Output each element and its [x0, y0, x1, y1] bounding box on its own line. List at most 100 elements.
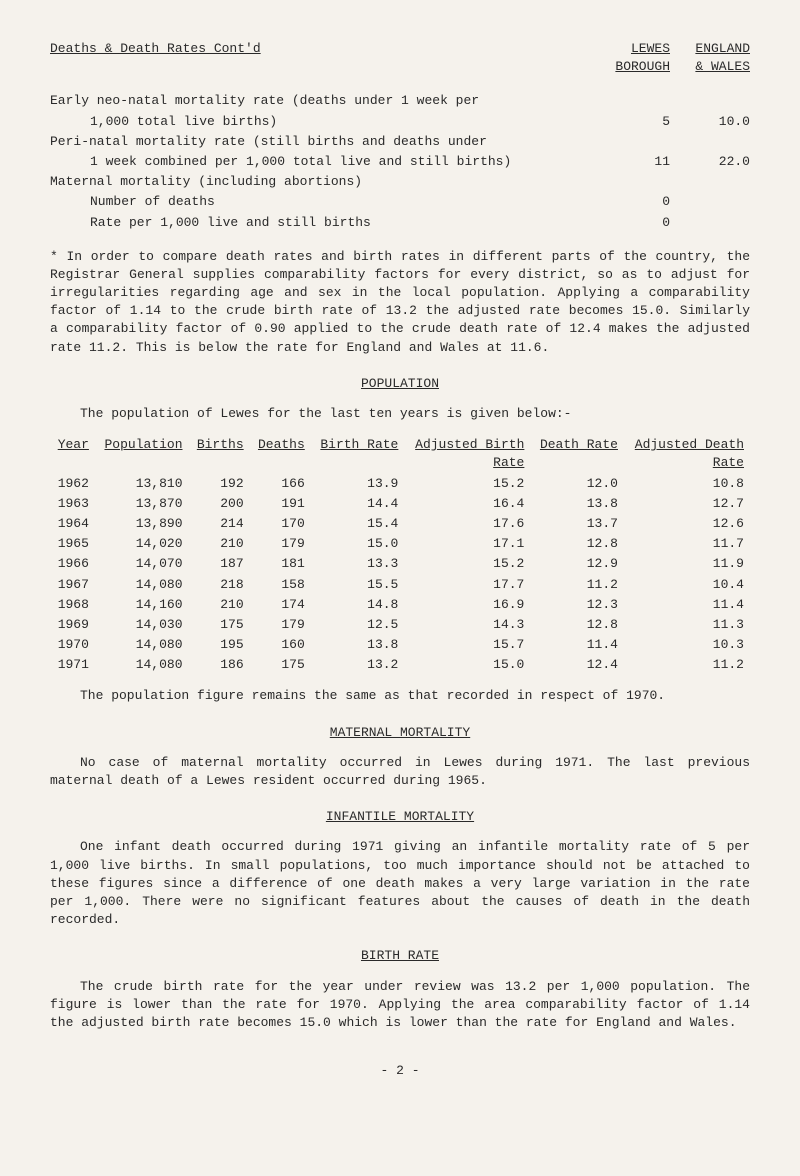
table-cell: 12.7	[624, 494, 750, 514]
rate-values: 1122.0	[610, 153, 750, 171]
pop-col-header: Adjusted BirthRate	[404, 435, 530, 473]
rate-v1	[610, 92, 670, 110]
table-cell: 13.8	[530, 494, 624, 514]
population-intro: The population of Lewes for the last ten…	[50, 405, 750, 423]
table-cell: 1964	[50, 514, 95, 534]
pop-col-header: Population	[95, 435, 189, 473]
table-cell: 1965	[50, 534, 95, 554]
rate-label: Peri-natal mortality rate (still births …	[50, 133, 610, 151]
population-table: YearPopulationBirthsDeathsBirth RateAdju…	[50, 435, 750, 675]
table-cell: 14,080	[95, 655, 189, 675]
table-cell: 13.3	[311, 554, 405, 574]
table-cell: 1963	[50, 494, 95, 514]
rate-v1	[610, 133, 670, 151]
rate-v2: 22.0	[690, 153, 750, 171]
table-cell: 14,080	[95, 575, 189, 595]
table-cell: 179	[250, 615, 311, 635]
rate-v1: 0	[610, 214, 670, 232]
table-cell: 200	[189, 494, 250, 514]
table-cell: 175	[250, 655, 311, 675]
table-cell: 14,020	[95, 534, 189, 554]
table-cell: 1962	[50, 474, 95, 494]
table-cell: 1967	[50, 575, 95, 595]
table-cell: 12.0	[530, 474, 624, 494]
table-cell: 12.6	[624, 514, 750, 534]
birthrate-title: BIRTH RATE	[50, 947, 750, 965]
table-cell: 1966	[50, 554, 95, 574]
table-cell: 14,080	[95, 635, 189, 655]
rate-v2	[690, 193, 750, 211]
col-lewes: LEWES BOROUGH	[610, 40, 670, 76]
table-cell: 181	[250, 554, 311, 574]
rate-values	[610, 92, 750, 110]
rate-values: 0	[610, 193, 750, 211]
table-cell: 11.4	[624, 595, 750, 615]
table-cell: 16.9	[404, 595, 530, 615]
rate-v1: 0	[610, 193, 670, 211]
rate-label: Rate per 1,000 live and still births	[50, 214, 610, 232]
rate-v2	[690, 133, 750, 151]
infantile-text: One infant death occurred during 1971 gi…	[50, 838, 750, 929]
table-cell: 13.8	[311, 635, 405, 655]
rate-values	[610, 173, 750, 191]
footnote-para: * In order to compare death rates and bi…	[50, 248, 750, 357]
table-cell: 1970	[50, 635, 95, 655]
doc-title: Deaths & Death Rates Cont'd	[50, 40, 610, 76]
pop-col-header: Deaths	[250, 435, 311, 473]
table-cell: 11.9	[624, 554, 750, 574]
table-cell: 210	[189, 595, 250, 615]
table-cell: 13.9	[311, 474, 405, 494]
table-cell: 11.2	[530, 575, 624, 595]
header-cols: LEWES BOROUGH ENGLAND & WALES	[610, 40, 750, 76]
table-cell: 17.6	[404, 514, 530, 534]
table-cell: 191	[250, 494, 311, 514]
rate-v1	[610, 173, 670, 191]
pop-header-row: YearPopulationBirthsDeathsBirth RateAdju…	[50, 435, 750, 473]
table-row: 196914,03017517912.514.312.811.3	[50, 615, 750, 635]
table-cell: 12.4	[530, 655, 624, 675]
table-cell: 195	[189, 635, 250, 655]
table-cell: 11.3	[624, 615, 750, 635]
table-cell: 187	[189, 554, 250, 574]
table-cell: 15.5	[311, 575, 405, 595]
table-cell: 17.7	[404, 575, 530, 595]
table-cell: 14.3	[404, 615, 530, 635]
table-cell: 13,810	[95, 474, 189, 494]
table-row: 196514,02021017915.017.112.811.7	[50, 534, 750, 554]
rate-v2	[690, 92, 750, 110]
rate-row: Peri-natal mortality rate (still births …	[50, 133, 750, 151]
maternal-title: MATERNAL MORTALITY	[50, 724, 750, 742]
table-cell: 15.4	[311, 514, 405, 534]
table-row: 197014,08019516013.815.711.410.3	[50, 635, 750, 655]
maternal-text: No case of maternal mortality occurred i…	[50, 754, 750, 790]
rate-v2	[690, 214, 750, 232]
table-cell: 15.2	[404, 474, 530, 494]
col-england: ENGLAND & WALES	[690, 40, 750, 76]
infantile-title: INFANTILE MORTALITY	[50, 808, 750, 826]
birthrate-text: The crude birth rate for the year under …	[50, 978, 750, 1033]
table-cell: 12.9	[530, 554, 624, 574]
pop-col-header: Births	[189, 435, 250, 473]
table-cell: 10.8	[624, 474, 750, 494]
table-cell: 13.7	[530, 514, 624, 534]
pop-col-header: Adjusted DeathRate	[624, 435, 750, 473]
table-cell: 15.2	[404, 554, 530, 574]
table-cell: 11.4	[530, 635, 624, 655]
col2-bot: & WALES	[695, 59, 750, 74]
rate-row: Early neo-natal mortality rate (deaths u…	[50, 92, 750, 110]
rate-values	[610, 133, 750, 151]
table-cell: 15.0	[311, 534, 405, 554]
table-cell: 13,890	[95, 514, 189, 534]
col2-top: ENGLAND	[695, 41, 750, 56]
rates-section: Early neo-natal mortality rate (deaths u…	[50, 92, 750, 231]
pop-col-header: Year	[50, 435, 95, 473]
col1-bot: BOROUGH	[615, 59, 670, 74]
rate-v2	[690, 173, 750, 191]
table-cell: 13,870	[95, 494, 189, 514]
pop-table-body: 196213,81019216613.915.212.010.8196313,8…	[50, 474, 750, 676]
population-title: POPULATION	[50, 375, 750, 393]
table-cell: 179	[250, 534, 311, 554]
rate-v2: 10.0	[690, 113, 750, 131]
table-cell: 10.3	[624, 635, 750, 655]
table-cell: 174	[250, 595, 311, 615]
